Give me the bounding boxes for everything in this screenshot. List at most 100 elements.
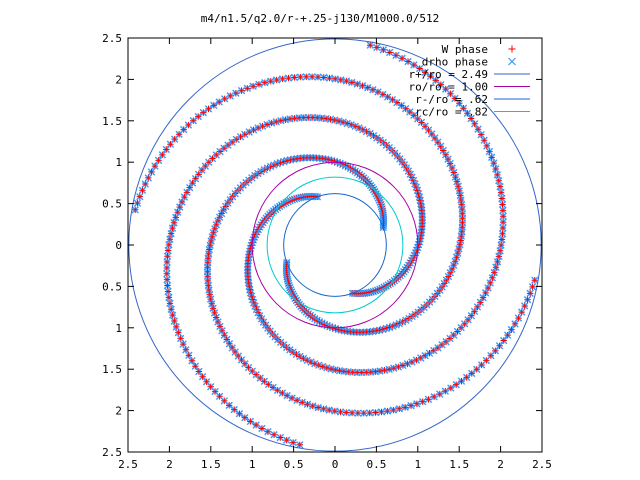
- w-phase-point: [416, 65, 423, 72]
- w-phase-point: [331, 116, 338, 124]
- data-layer: [131, 41, 539, 449]
- w-phase-point: [442, 387, 449, 395]
- w-phase-point: [331, 407, 339, 415]
- w-phase-point: [261, 79, 269, 86]
- w-phase-point: [499, 213, 507, 220]
- w-phase-point: [492, 165, 499, 173]
- w-phase-point: [200, 109, 207, 116]
- w-phase-point: [244, 85, 251, 92]
- w-phase-point: [174, 209, 181, 216]
- w-phase-point: [500, 337, 507, 344]
- circle-rc-ro: [266, 176, 404, 314]
- w-phase-point: [277, 434, 284, 441]
- w-phase-point: [167, 306, 175, 313]
- w-phase-point: [136, 193, 144, 200]
- w-phase-point: [498, 195, 506, 202]
- w-phase-point: [337, 76, 344, 84]
- w-phase-point: [171, 317, 178, 325]
- w-phase-point: [419, 398, 426, 405]
- w-phase-point: [431, 134, 439, 142]
- w-phase-point: [247, 418, 254, 425]
- w-phase-point: [163, 258, 171, 266]
- x-tick-label: 2: [497, 458, 504, 471]
- w-phase-point: [477, 131, 485, 138]
- w-phase-point: [203, 378, 210, 385]
- w-phase-point: [432, 77, 439, 84]
- legend-label: W phase: [442, 43, 488, 56]
- w-phase-point: [171, 135, 178, 143]
- legend-label: ro/ro = 1.00: [409, 81, 488, 94]
- w-phase-point: [456, 187, 463, 195]
- w-phase-point: [207, 383, 214, 390]
- y-tick-label: 2: [115, 405, 122, 418]
- w-phase-point: [401, 404, 409, 411]
- w-phase-point: [499, 218, 507, 226]
- w-phase-point: [442, 338, 450, 345]
- w-phase-point: [221, 397, 228, 405]
- legend-label: r-/ro = .62: [415, 93, 488, 106]
- y-tick-label: 0.5: [102, 198, 122, 211]
- w-phase-point: [473, 366, 480, 373]
- w-phase-point: [492, 347, 499, 355]
- w-phase-point: [468, 370, 475, 377]
- w-phase-point: [206, 242, 214, 249]
- w-phase-point: [303, 73, 310, 81]
- w-phase-point: [273, 76, 280, 84]
- w-phase-point: [390, 406, 397, 414]
- w-phase-point: [190, 117, 197, 124]
- w-phase-point: [314, 73, 322, 81]
- w-phase-point: [496, 247, 504, 254]
- w-phase-point: [231, 348, 239, 356]
- w-phase-point: [373, 44, 381, 51]
- w-phase-point: [406, 108, 414, 116]
- w-phase-point: [348, 409, 356, 417]
- w-phase-point: [235, 352, 242, 360]
- w-phase-point: [164, 282, 171, 289]
- w-phase-point: [327, 116, 334, 123]
- w-phase-point: [309, 402, 316, 410]
- w-phase-point: [205, 159, 213, 166]
- w-phase-point: [205, 286, 213, 294]
- w-phase-point: [207, 295, 214, 303]
- w-phase-point: [425, 126, 432, 134]
- w-phase-point: [343, 409, 350, 416]
- w-phase-point: [343, 77, 350, 85]
- w-phase-point: [458, 377, 465, 385]
- w-phase-point: [359, 82, 366, 89]
- w-phase-point: [496, 342, 503, 349]
- w-phase-point: [167, 141, 174, 148]
- w-phase-point: [398, 55, 406, 62]
- w-phase-point: [258, 425, 266, 432]
- w-phase-point: [245, 364, 252, 371]
- w-phase-point: [195, 368, 203, 375]
- circle-ro-ro: [251, 161, 419, 329]
- w-phase-point: [291, 74, 298, 81]
- w-phase-point: [277, 117, 285, 124]
- w-phase-point: [450, 331, 457, 339]
- w-phase-point: [327, 365, 335, 373]
- w-phase-point: [256, 374, 264, 382]
- w-phase-point: [209, 155, 216, 162]
- w-phase-point: [282, 116, 289, 123]
- w-phase-point: [410, 112, 418, 119]
- x-tick-label: 2.5: [118, 458, 138, 471]
- w-phase-point: [177, 335, 184, 342]
- w-phase-point: [386, 49, 393, 56]
- w-phase-point: [474, 126, 482, 133]
- w-phase-point: [487, 352, 495, 359]
- w-phase-point: [372, 409, 379, 416]
- y-tick-label: 1.5: [102, 115, 122, 128]
- w-phase-point: [216, 98, 223, 106]
- w-phase-point: [332, 366, 339, 374]
- w-phase-point: [148, 168, 155, 176]
- w-phase-point: [455, 183, 462, 190]
- w-phase-point: [478, 361, 485, 369]
- w-phase-point: [494, 171, 501, 179]
- w-phase-point: [427, 73, 434, 80]
- w-phase-point: [526, 290, 534, 297]
- w-phase-point: [169, 311, 176, 319]
- w-phase-point: [166, 300, 174, 307]
- w-phase-point: [385, 366, 393, 373]
